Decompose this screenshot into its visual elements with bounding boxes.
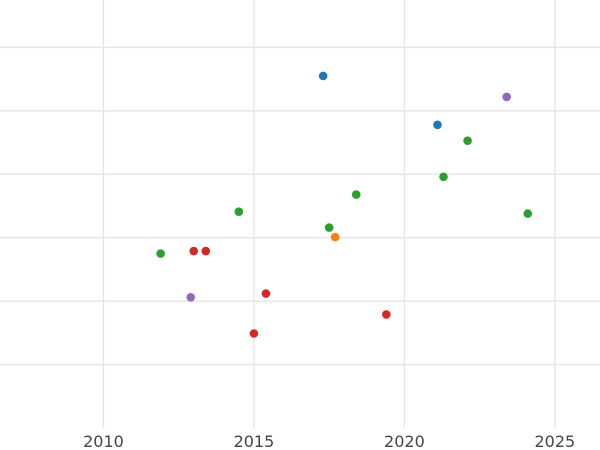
x-tick-label: 2010 [83,432,124,450]
data-point [502,92,512,102]
data-point [318,71,328,81]
data-point [351,190,361,199]
vertical-gridlines [102,0,556,428]
data-point [433,120,442,130]
x-tick-label: 2025 [535,432,576,450]
data-point [324,223,334,232]
x-axis-tick-labels: 2010 2015 2020 2025 [83,432,575,450]
data-point [382,310,391,319]
data-point [330,232,340,242]
data-point [189,246,199,256]
data-point [249,329,259,338]
data-point [234,207,244,217]
data-point [156,249,165,258]
data-point [186,293,196,302]
data-point [439,172,448,182]
x-tick-label: 2015 [234,432,275,450]
x-tick-label: 2020 [384,432,425,450]
data-point [261,289,271,298]
horizontal-gridlines [0,46,600,366]
data-points [156,71,533,338]
data-point [463,136,472,145]
data-point [523,209,533,218]
data-point [201,246,211,256]
